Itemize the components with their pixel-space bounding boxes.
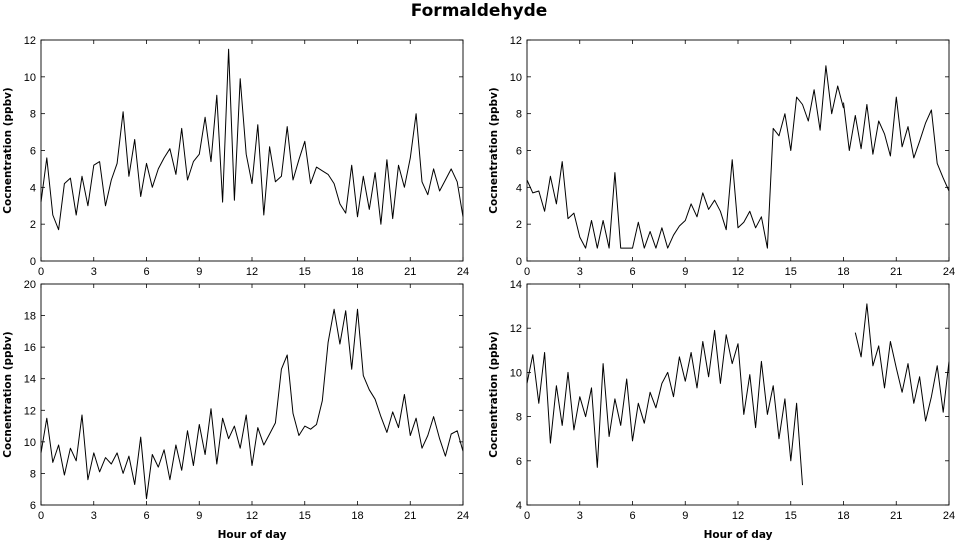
y-tick-label: 12 bbox=[510, 323, 522, 335]
y-tick-label: 0 bbox=[30, 256, 36, 268]
y-tick-label: 10 bbox=[24, 437, 36, 449]
series-line-1 bbox=[854, 303, 950, 422]
x-tick-label: 0 bbox=[38, 510, 44, 522]
y-tick-label: 8 bbox=[516, 412, 522, 424]
x-tick-label: 9 bbox=[196, 510, 202, 522]
y-tick-label: 8 bbox=[30, 109, 36, 121]
y-tick-label: 10 bbox=[24, 72, 36, 84]
y-tick-label: 18 bbox=[24, 311, 36, 323]
y-tick-label: 12 bbox=[510, 35, 522, 47]
y-tick-label: 12 bbox=[24, 35, 36, 47]
y-axis-label: Cocnentration (ppbv) bbox=[488, 331, 500, 457]
y-tick-label: 2 bbox=[30, 219, 36, 231]
y-tick-label: 14 bbox=[510, 279, 522, 291]
series-line-0 bbox=[40, 48, 464, 231]
x-tick-label: 6 bbox=[143, 510, 149, 522]
x-tick-label: 15 bbox=[785, 510, 797, 522]
x-tick-label: 3 bbox=[577, 510, 583, 522]
x-axis-label: Hour of day bbox=[218, 529, 287, 541]
x-tick-label: 18 bbox=[837, 266, 849, 278]
y-tick-label: 16 bbox=[24, 342, 36, 354]
x-tick-label: 21 bbox=[890, 510, 902, 522]
y-tick-label: 10 bbox=[510, 367, 522, 379]
x-tick-label: 12 bbox=[246, 266, 258, 278]
x-tick-label: 18 bbox=[351, 510, 363, 522]
x-tick-label: 6 bbox=[143, 266, 149, 278]
y-tick-label: 2 bbox=[516, 219, 522, 231]
y-tick-label: 4 bbox=[516, 182, 522, 194]
x-tick-label: 12 bbox=[732, 266, 744, 278]
x-tick-label: 24 bbox=[457, 266, 469, 278]
x-tick-label: 3 bbox=[577, 266, 583, 278]
x-tick-label: 15 bbox=[299, 510, 311, 522]
x-tick-label: 6 bbox=[629, 510, 635, 522]
y-tick-label: 6 bbox=[516, 146, 522, 158]
y-tick-label: 6 bbox=[30, 500, 36, 512]
x-tick-label: 6 bbox=[629, 266, 635, 278]
x-tick-label: 18 bbox=[351, 266, 363, 278]
x-axis-label: Hour of day bbox=[704, 529, 773, 541]
x-tick-label: 15 bbox=[785, 266, 797, 278]
axes-frame bbox=[40, 39, 464, 262]
y-tick-label: 8 bbox=[30, 468, 36, 480]
y-tick-label: 6 bbox=[516, 456, 522, 468]
x-tick-label: 0 bbox=[38, 266, 44, 278]
y-tick-label: 0 bbox=[516, 256, 522, 268]
x-tick-label: 3 bbox=[91, 266, 97, 278]
y-tick-label: 4 bbox=[516, 500, 522, 512]
chart-bottom-right: 0 3 6 9 12 15 18 21 24 4 6 8 10 12 14 Cocnentration (pp… bbox=[488, 279, 955, 541]
x-tick-label: 9 bbox=[682, 510, 688, 522]
axes-frame bbox=[40, 283, 464, 506]
y-axis-label: Cocnentration (ppbv) bbox=[2, 87, 14, 213]
y-tick-label: 8 bbox=[516, 109, 522, 121]
series-line-1 bbox=[843, 96, 950, 192]
x-tick-label: 21 bbox=[890, 266, 902, 278]
chart-bottom-left: 0 3 6 9 12 15 18 21 24 6 8 10 12 14 16 18 20 Cocnentratio… bbox=[2, 279, 469, 541]
series-line-0 bbox=[40, 308, 464, 500]
y-tick-label: 12 bbox=[24, 405, 36, 417]
y-tick-label: 14 bbox=[24, 374, 36, 386]
x-tick-label: 18 bbox=[837, 510, 849, 522]
y-tick-label: 10 bbox=[510, 72, 522, 84]
x-tick-label: 12 bbox=[732, 510, 744, 522]
y-tick-label: 6 bbox=[30, 146, 36, 158]
x-tick-label: 0 bbox=[524, 266, 530, 278]
figure-title: Formaldehyde bbox=[410, 1, 548, 21]
x-tick-label: 21 bbox=[404, 266, 416, 278]
y-axis-label: Cocnentration (ppbv) bbox=[2, 331, 14, 457]
x-tick-label: 24 bbox=[943, 266, 955, 278]
x-tick-label: 9 bbox=[196, 266, 202, 278]
y-tick-label: 20 bbox=[24, 279, 36, 291]
x-tick-label: 24 bbox=[457, 510, 469, 522]
x-tick-label: 21 bbox=[404, 510, 416, 522]
y-tick-label: 4 bbox=[30, 182, 36, 194]
series-line-0 bbox=[526, 65, 844, 249]
y-axis-label: Cocnentration (ppbv) bbox=[488, 87, 500, 213]
x-tick-label: 9 bbox=[682, 266, 688, 278]
x-tick-label: 3 bbox=[91, 510, 97, 522]
series-line-0 bbox=[526, 329, 803, 486]
x-tick-label: 24 bbox=[943, 510, 955, 522]
x-tick-label: 15 bbox=[299, 266, 311, 278]
x-tick-label: 0 bbox=[524, 510, 530, 522]
x-tick-label: 12 bbox=[246, 510, 258, 522]
